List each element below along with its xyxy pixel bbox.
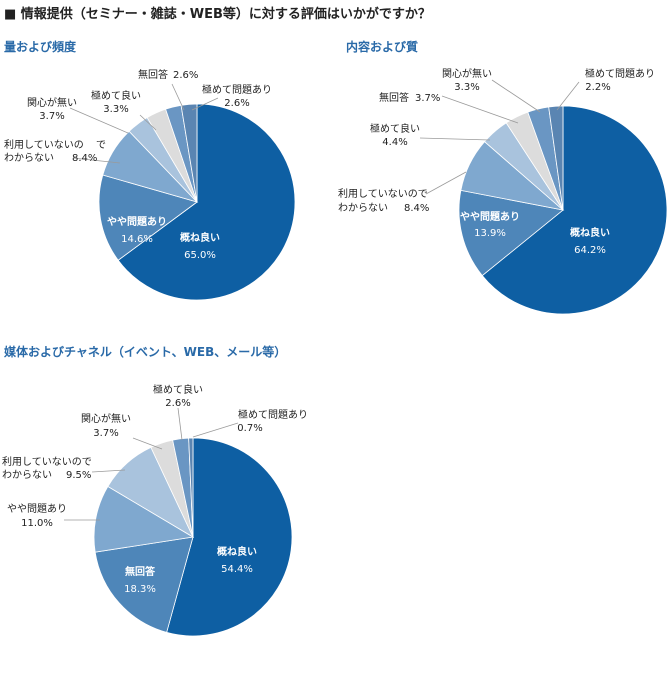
chart3-leader-riyou [91,469,126,473]
chart2-label-yaya: やや問題あり [460,210,520,223]
chart1-leader-riyou [72,157,121,164]
chart3-label-kiwameyoi: 極めて良い [153,383,203,396]
chart1-leader-kiwameyoi [139,114,157,131]
chart2-pie [458,105,667,315]
chart3-value-kanshin: 3.7% [93,428,118,439]
chart3-label-mukaitou: 無回答 [125,565,156,578]
chart1-label-kiwameyoi: 極めて良い [91,89,141,102]
chart1-slice-kiwame-mondai [180,103,198,203]
chart3-slice-yaya [93,485,195,553]
chart3-label-riyou-1: 利用していないので [2,456,92,468]
chart3-label-kanshin: 関心が無い [81,412,131,425]
chart2-value-gaiyoi: 64.2% [574,245,606,256]
chart2-label-mukaitou: 無回答 [379,91,409,104]
chart3-pie [93,437,293,637]
chart3-value-kiwame-mondai: 0.7% [237,423,262,434]
page-title: ■ 情報提供（セミナー・雑誌・WEB等）に対する評価はいかがですか？ [4,7,431,22]
chart1-label-gaiyoi: 概ね良い [180,231,220,244]
chart3-label-gaiyoi: 概ね良い [217,545,257,558]
chart1-value-kiwameyoi: 3.3% [103,104,128,115]
chart1-label-riyou-1: 利用していないの [4,139,84,151]
chart2-label-kanshin: 関心が無い [442,67,492,80]
chart2-label-gaiyoi: 概ね良い [570,226,610,239]
chart1-slice-gaiyoi [117,103,296,301]
chart2-slice-kiwame-mondai [548,105,564,211]
chart1-title: 量および頻度 [4,40,77,54]
chart3-value-mukaitou: 18.3% [124,584,156,595]
chart2-label-riyou-2: わからない [338,202,388,214]
chart1-value-riyou: 8.4% [72,153,97,164]
chart1-value-mukaitou: 2.6% [173,70,198,81]
chart1-value-kiwame-mondai: 2.6% [224,98,249,109]
chart3-title: 媒体およびチャネル（イベント、WEB、メール等） [4,345,287,359]
chart1-leader-kanshin [69,107,129,134]
chart3-value-yaya: 11.0% [21,518,53,529]
chart1-slice-yaya [98,174,198,261]
chart2-value-riyou: 8.4% [404,203,429,214]
chart2-value-yaya: 13.9% [474,228,506,239]
chart1-leader-mukaitou [171,83,185,111]
chart3-leader-kiwameyoi [177,407,183,441]
chart2-leader-kiwameyoi [419,137,491,141]
chart2-leader-mukaitou [441,95,519,124]
chart2-value-kiwameyoi: 4.4% [382,137,407,148]
chart3-slice-kiwame-mondai [188,437,194,538]
chart1-value-yaya: 14.6% [121,234,153,245]
chart2-slice-gaiyoi [481,105,667,315]
chart1-value-kanshin: 3.7% [39,111,64,122]
chart3-slice-mukaitou [94,536,194,633]
chart2-leader-kanshin [491,79,541,113]
chart3-value-gaiyoi: 54.4% [221,564,253,575]
chart2-slice-yaya [458,189,564,277]
chart2-value-kiwame-mondai: 2.2% [585,82,610,93]
chart3-slice-gaiyoi [166,437,293,637]
chart1-label-riyou-2: で [96,140,106,151]
chart2-value-mukaitou: 3.7% [415,93,440,104]
chart3-leader-kanshin [132,437,163,450]
chart2-leader-kiwame-mondai [556,81,580,111]
chart1-pie [98,103,296,301]
chart2-label-kiwame-mondai: 極めて問題あり [585,67,655,80]
chart2-value-kanshin: 3.3% [454,82,479,93]
chart1-label-yaya: やや問題あり [107,215,167,228]
chart1-label-kanshin: 関心が無い [27,96,77,109]
leader-lines [64,79,580,521]
chart1-leader-kiwame-mondai [191,97,219,111]
chart3-value-riyou: 9.5% [66,470,91,481]
chart2-label-kiwameyoi: 極めて良い [370,122,420,135]
chart1-label-mukaitou: 無回答 [138,68,168,81]
chart1-label-riyou-3: わからない [4,152,54,164]
chart3-value-kiwameyoi: 2.6% [165,398,190,409]
chart3-label-riyou-2: わからない [2,469,52,481]
chart3-label-kiwame-mondai: 極めて問題あり [238,408,308,421]
chart2-leader-riyou [425,171,467,195]
chart2-title: 内容および質 [346,40,419,54]
chart1-value-gaiyoi: 65.0% [184,250,216,261]
chart3-label-yaya: やや問題あり [7,503,67,515]
chart3-leader-kiwame-mondai [192,422,239,438]
chart1-label-kiwame-mondai: 極めて問題あり [202,83,272,96]
chart2-label-riyou-1: 利用していないので [338,188,428,200]
